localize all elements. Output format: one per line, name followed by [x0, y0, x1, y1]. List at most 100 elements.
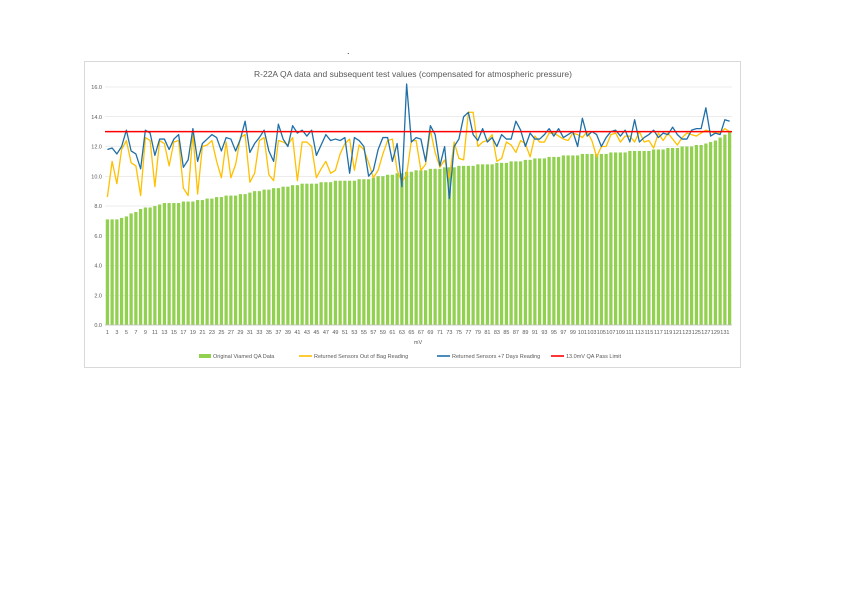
y-tick-label: 12.0 — [91, 145, 102, 151]
bar — [191, 201, 195, 325]
x-tick-label: 13 — [161, 330, 167, 336]
bar — [699, 145, 703, 325]
bar — [196, 200, 200, 325]
gridlines — [105, 86, 732, 326]
bar — [134, 211, 138, 325]
bar — [690, 146, 694, 325]
bar — [490, 164, 494, 325]
bar — [172, 203, 176, 325]
bar — [580, 153, 584, 325]
bar — [709, 142, 713, 325]
bar — [628, 150, 632, 325]
bar — [666, 147, 670, 325]
chart-frame: R-22A QA data and subsequent test values… — [84, 61, 741, 368]
axes: 0.02.04.06.08.010.012.014.016.01 3 5 7 9 11 13… — [91, 85, 732, 336]
bar — [728, 131, 732, 325]
bar — [652, 149, 656, 325]
x-tick-label: 33 — [256, 330, 262, 336]
x-tick-label: 29 — [237, 330, 243, 336]
bar — [210, 198, 214, 325]
x-tick-label: 79 — [475, 330, 481, 336]
x-tick-label: 67 — [418, 330, 424, 336]
bar — [272, 188, 276, 325]
bar — [504, 162, 508, 325]
bar — [523, 159, 527, 325]
bar — [177, 203, 181, 325]
bar — [519, 161, 523, 325]
bar — [110, 219, 114, 325]
x-tick-label: 47 — [323, 330, 329, 336]
bar — [234, 195, 238, 325]
bar — [300, 183, 304, 325]
x-tick-label: 109 — [616, 330, 625, 336]
bar — [348, 180, 352, 325]
bar — [390, 174, 394, 325]
bar — [528, 159, 532, 325]
x-tick-label: 9 — [144, 330, 147, 336]
bar — [428, 168, 432, 325]
bar — [395, 173, 399, 325]
bar — [566, 155, 570, 325]
bar — [295, 185, 299, 325]
bar — [433, 168, 437, 325]
y-tick-label: 6.0 — [94, 234, 102, 240]
x-tick-label: 23 — [209, 330, 215, 336]
x-tick-label: 77 — [465, 330, 471, 336]
x-axis-label: mV — [414, 340, 423, 346]
x-tick-label: 111 — [626, 330, 634, 336]
bar — [357, 179, 361, 325]
x-tick-label: 85 — [503, 330, 509, 336]
bar — [476, 164, 480, 325]
y-tick-label: 10.0 — [91, 174, 102, 180]
x-tick-label: 69 — [427, 330, 433, 336]
bar — [642, 150, 646, 325]
bar — [409, 171, 413, 325]
chart-title: R-22A QA data and subsequent test values… — [254, 69, 572, 79]
x-tick-label: 7 — [134, 330, 137, 336]
bar — [333, 180, 337, 325]
bar — [495, 162, 499, 325]
y-tick-label: 8.0 — [94, 204, 102, 210]
x-tick-label: 17 — [180, 330, 186, 336]
bar — [661, 149, 665, 325]
series-line — [107, 83, 730, 200]
x-tick-label: 125 — [692, 330, 701, 336]
bar — [286, 186, 290, 325]
bar — [120, 217, 124, 325]
x-tick-label: 49 — [332, 330, 338, 336]
x-tick-label: 11 — [152, 330, 158, 336]
bar — [148, 207, 152, 325]
x-tick-label: 35 — [266, 330, 272, 336]
x-tick-label: 39 — [285, 330, 291, 336]
bar — [291, 185, 295, 325]
bar — [443, 167, 447, 325]
y-tick-label: 0.0 — [94, 323, 102, 329]
bar — [609, 152, 613, 325]
y-tick-label: 16.0 — [91, 85, 102, 91]
x-tick-label: 31 — [247, 330, 253, 336]
bar — [376, 176, 380, 325]
bar — [129, 213, 133, 325]
bar — [533, 158, 537, 325]
bar — [143, 207, 147, 325]
x-tick-label: 25 — [218, 330, 224, 336]
bar — [485, 164, 489, 325]
bar — [367, 179, 371, 325]
bar — [124, 216, 128, 325]
bar — [219, 197, 223, 325]
bar — [547, 156, 551, 325]
x-tick-label: 95 — [551, 330, 557, 336]
bar — [362, 179, 366, 325]
bar — [267, 189, 271, 325]
x-tick-label: 99 — [570, 330, 576, 336]
bar — [257, 191, 261, 325]
bar — [162, 203, 166, 325]
bar-series — [105, 131, 732, 325]
legend-entry: Original Viamed QA Data — [213, 354, 275, 360]
bar — [675, 147, 679, 325]
bar — [618, 152, 622, 325]
bar — [447, 167, 451, 325]
bar — [647, 150, 651, 325]
bar — [542, 158, 546, 325]
bar — [400, 173, 404, 325]
